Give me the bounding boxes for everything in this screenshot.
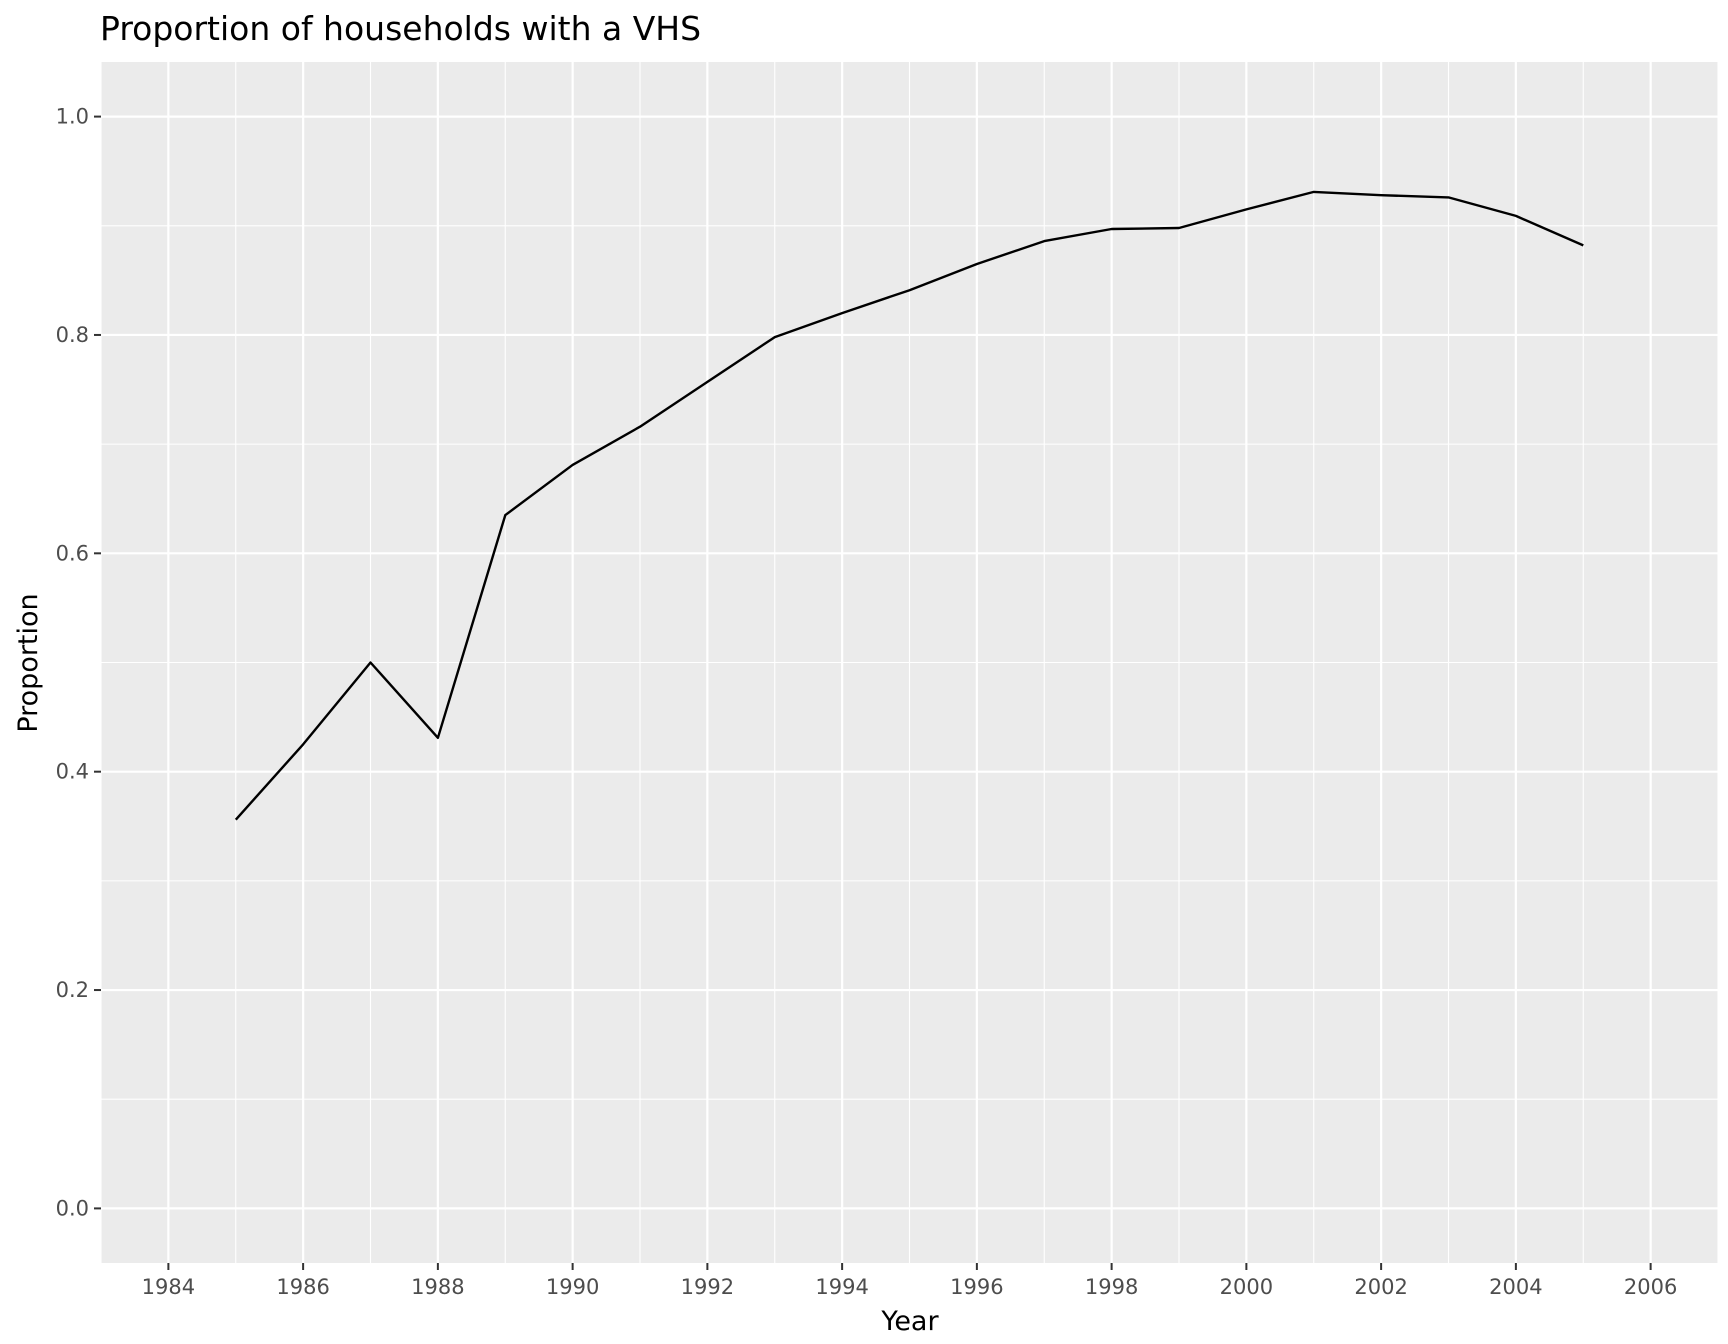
minor-gridlines — [100, 62, 1719, 1263]
y-axis: 0.0 0.2 0.4 0.6 0.8 1.0 — [56, 105, 101, 1220]
y-tick-label: 0.0 — [56, 1196, 89, 1220]
x-tick-label: 1988 — [411, 1275, 464, 1299]
x-tick-label: 1994 — [815, 1275, 868, 1299]
y-tick-label: 0.2 — [56, 978, 89, 1002]
y-tick-label: 0.4 — [56, 760, 89, 784]
chart-title: Proportion of households with a VHS — [100, 9, 701, 48]
x-tick-label: 1992 — [681, 1275, 734, 1299]
x-axis-title: Year — [880, 1306, 939, 1337]
x-tick-label: 2006 — [1624, 1275, 1677, 1299]
major-gridlines — [101, 62, 1718, 1263]
series-line — [234, 190, 1584, 821]
y-tick-label: 1.0 — [56, 105, 89, 129]
x-tick-label: 1986 — [276, 1275, 329, 1299]
x-tick-label: 1984 — [142, 1275, 195, 1299]
series-group — [234, 190, 1584, 821]
x-tick-label: 1998 — [1085, 1275, 1138, 1299]
x-tick-label: 1996 — [950, 1275, 1003, 1299]
y-tick-label: 0.6 — [56, 541, 89, 565]
x-tick-label: 2000 — [1220, 1275, 1273, 1299]
x-tick-label: 2004 — [1489, 1275, 1542, 1299]
y-axis-title: Proportion — [13, 593, 44, 732]
x-axis: 1984 1986 1988 1990 1992 1994 1996 1998 2000 2002… — [142, 1263, 1677, 1299]
y-tick-label: 0.8 — [56, 323, 89, 347]
x-tick-label: 2002 — [1354, 1275, 1407, 1299]
x-tick-label: 1990 — [546, 1275, 599, 1299]
